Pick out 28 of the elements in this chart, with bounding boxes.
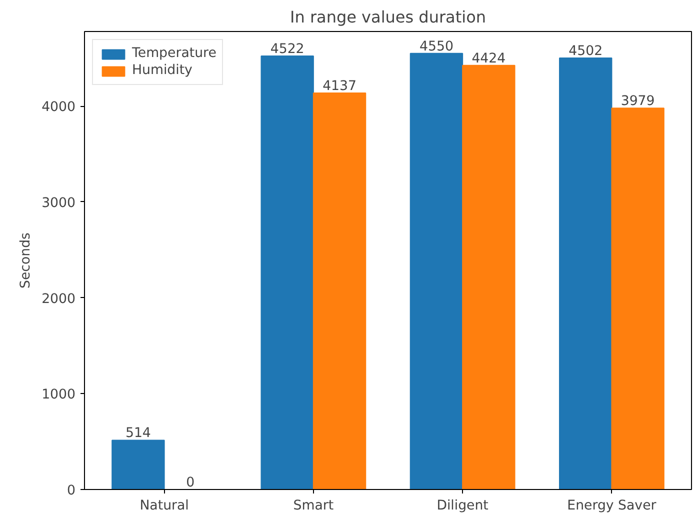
bar xyxy=(611,108,664,490)
x-tick-label: Diligent xyxy=(436,498,488,514)
data-label: 4550 xyxy=(420,39,454,54)
data-label: 4137 xyxy=(322,78,356,94)
y-tick-label: 4000 xyxy=(42,100,76,116)
legend-label: Temperature xyxy=(132,46,216,61)
bar xyxy=(559,57,612,490)
bar xyxy=(112,440,165,490)
y-tick-label: 1000 xyxy=(42,388,76,403)
data-label: 3979 xyxy=(620,94,655,110)
x-tick-label: Energy Saver xyxy=(567,498,657,514)
data-label: 4424 xyxy=(472,51,506,66)
y-tick-label: 2000 xyxy=(42,292,76,307)
x-tick-label: Natural xyxy=(140,498,189,514)
data-label: 514 xyxy=(125,426,151,442)
legend-label: Humidity xyxy=(132,63,192,78)
bar xyxy=(312,92,366,490)
bar xyxy=(462,64,516,490)
bar xyxy=(410,52,464,490)
bar xyxy=(260,56,314,490)
data-label: 0 xyxy=(186,476,195,490)
y-axis-title: Seconds xyxy=(18,232,34,288)
y-tick-label: 0 xyxy=(67,484,76,498)
y-tick-label: 3000 xyxy=(42,196,76,211)
x-tick-label: Smart xyxy=(293,498,334,514)
data-label: 4502 xyxy=(568,44,603,59)
data-label: 4522 xyxy=(270,42,304,58)
chart-title: In range values duration xyxy=(290,8,486,26)
